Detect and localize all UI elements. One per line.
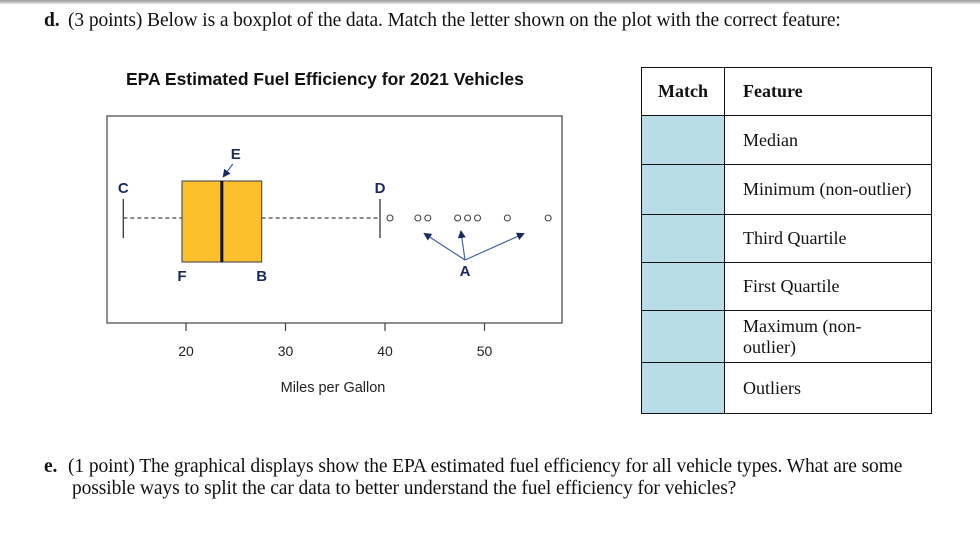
arrow-e (222, 163, 234, 178)
feature-maximum: Maximum (non- outlier) (724, 310, 932, 363)
outlier-point (414, 214, 422, 222)
x-tick-label: 50 (477, 343, 493, 359)
match-input-maximum[interactable] (641, 310, 725, 363)
x-axis-label: Miles per Gallon (281, 380, 386, 396)
arrow-a (423, 232, 466, 261)
question-d-text: (3 points) Below is a boxplot of the dat… (68, 10, 841, 31)
annotations: C D F B E A (118, 146, 525, 285)
header-match: Match (641, 67, 725, 116)
arrow-a (457, 230, 466, 261)
x-tick-label: 40 (377, 343, 393, 359)
match-table: Match Feature Median Minimum (non-outlie… (641, 67, 932, 414)
outlier-point (544, 214, 552, 222)
feature-first-quartile: First Quartile (724, 262, 932, 311)
table-row: Maximum (non- outlier) (641, 310, 932, 363)
outlier-point (454, 214, 462, 222)
match-input-first-quartile[interactable] (641, 262, 725, 311)
match-input-outliers[interactable] (641, 362, 725, 414)
header-feature: Feature (724, 67, 932, 116)
x-tick-label: 20 (178, 343, 194, 359)
arrow-a (464, 232, 525, 261)
boxplot (122, 180, 381, 263)
feature-maximum-line2: outlier) (743, 336, 796, 357)
feature-median: Median (724, 115, 932, 165)
question-d-number: d. (44, 10, 60, 31)
question-d: d. (3 points) Below is a boxplot of the d… (44, 10, 841, 32)
label-b: B (256, 268, 267, 285)
boxplot-chart: 20 30 40 50 C D F B E A Miles per Gallon (106, 115, 563, 396)
chart-title: EPA Estimated Fuel Efficiency for 2021 V… (126, 69, 524, 89)
table-row: Median (641, 115, 932, 165)
outlier-point (503, 214, 511, 222)
label-e: E (231, 146, 241, 163)
label-a: A (460, 263, 471, 280)
table-row: Third Quartile (641, 214, 932, 263)
feature-maximum-line1: Maximum (non- (743, 315, 862, 336)
feature-outliers: Outliers (724, 362, 932, 414)
table-row: First Quartile (641, 262, 932, 311)
match-input-third-quartile[interactable] (641, 214, 725, 263)
feature-third-quartile: Third Quartile (724, 214, 932, 263)
label-d: D (375, 180, 386, 197)
question-e-line2: possible ways to split the car data to b… (72, 478, 737, 499)
match-input-median[interactable] (641, 115, 725, 165)
table-row: Outliers (641, 362, 932, 414)
match-table-header: Match Feature (641, 67, 932, 116)
question-e-number: e. (44, 456, 58, 477)
label-f: F (177, 268, 186, 285)
question-e-line1: (1 point) The graphical displays show th… (68, 456, 903, 477)
feature-minimum: Minimum (non-outlier) (724, 164, 932, 215)
x-axis: 20 30 40 50 (178, 323, 492, 359)
plot-frame (106, 115, 563, 324)
outliers (386, 214, 552, 222)
outlier-point (386, 214, 394, 222)
x-tick-label: 30 (278, 343, 294, 359)
label-c: C (118, 180, 129, 197)
outlier-point (473, 214, 482, 222)
outlier-point (464, 214, 472, 222)
match-input-minimum[interactable] (641, 164, 725, 215)
outlier-point (424, 214, 432, 222)
question-e: e. (1 point) The graphical displays show … (44, 456, 954, 500)
table-row: Minimum (non-outlier) (641, 164, 932, 215)
window-top-edge (0, 0, 980, 4)
